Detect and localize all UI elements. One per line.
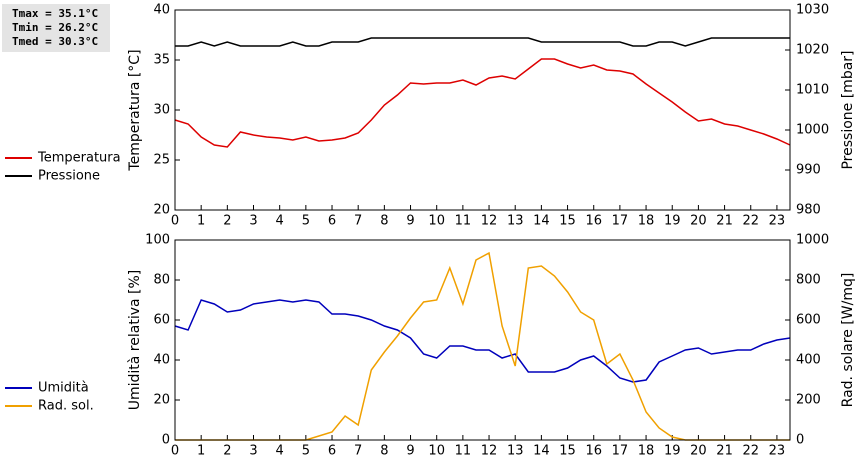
y-tick-label: 100 — [145, 233, 170, 248]
x-tick-label: 6 — [328, 214, 336, 229]
x-tick-label: 21 — [716, 444, 733, 459]
plot-frame — [174, 9, 791, 211]
x-tick-label: 21 — [716, 214, 733, 229]
legend-label: Temperatura — [37, 151, 121, 166]
x-tick-label: 2 — [223, 444, 231, 459]
y2-tick-label: 400 — [796, 353, 821, 368]
x-tick-label: 20 — [690, 444, 707, 459]
x-tick-label: 5 — [302, 214, 310, 229]
legend-label: Pressione — [38, 169, 100, 184]
x-tick-label: 13 — [507, 444, 524, 459]
x-tick-label: 14 — [533, 214, 550, 229]
x-tick-label: 23 — [769, 444, 786, 459]
x-tick-label: 17 — [612, 214, 629, 229]
y-tick-label: 30 — [153, 103, 170, 118]
x-tick-label: 14 — [533, 444, 550, 459]
x-tick-label: 22 — [742, 214, 759, 229]
series-line — [174, 58, 791, 148]
legend-label: Umidità — [38, 381, 89, 396]
y2-axis-label: Rad. solare [W/mq] — [840, 273, 856, 408]
y2-tick-label: 1000 — [796, 233, 829, 248]
y-tick-label: 40 — [153, 3, 170, 18]
y2-tick-label: 800 — [796, 273, 821, 288]
y-tick-label: 60 — [153, 313, 170, 328]
x-tick-label: 15 — [559, 214, 576, 229]
x-tick-label: 0 — [171, 444, 179, 459]
series-line — [174, 299, 791, 383]
x-tick-label: 18 — [638, 444, 655, 459]
y-tick-label: 40 — [153, 353, 170, 368]
x-tick-label: 17 — [612, 444, 629, 459]
y-axis-label: Temperatura [°C] — [127, 49, 143, 171]
x-tick-label: 9 — [406, 214, 414, 229]
y-tick-label: 0 — [162, 433, 170, 448]
x-tick-label: 7 — [354, 444, 362, 459]
y2-tick-label: 1020 — [796, 43, 829, 58]
y-tick-label: 20 — [153, 203, 170, 218]
legend-label: Rad. sol. — [38, 399, 94, 414]
x-tick-label: 16 — [585, 214, 602, 229]
plot-area — [175, 10, 790, 210]
x-tick-label: 1 — [197, 444, 205, 459]
stats-text: Tmax = 35.1°C — [12, 7, 98, 20]
x-tick-label: 19 — [664, 444, 681, 459]
x-tick-label: 11 — [455, 214, 472, 229]
x-tick-label: 15 — [559, 444, 576, 459]
stats-text: Tmin = 26.2°C — [12, 21, 98, 34]
x-tick-label: 8 — [380, 444, 388, 459]
y-tick-label: 20 — [153, 393, 170, 408]
x-tick-label: 4 — [276, 444, 284, 459]
y-tick-label: 35 — [153, 53, 170, 68]
x-tick-label: 3 — [249, 444, 257, 459]
x-tick-label: 10 — [428, 444, 445, 459]
y2-tick-label: 600 — [796, 313, 821, 328]
x-tick-label: 8 — [380, 214, 388, 229]
x-tick-label: 23 — [769, 214, 786, 229]
x-tick-label: 9 — [406, 444, 414, 459]
stats-text: Tmed = 30.3°C — [12, 35, 98, 48]
y2-tick-label: 990 — [796, 163, 821, 178]
plot-frame — [174, 239, 791, 441]
x-tick-label: 16 — [585, 444, 602, 459]
x-tick-label: 4 — [276, 214, 284, 229]
series-line — [175, 37, 790, 47]
x-tick-label: 11 — [455, 444, 472, 459]
y2-tick-label: 980 — [796, 203, 821, 218]
x-tick-label: 0 — [171, 214, 179, 229]
stats-box — [2, 4, 110, 52]
x-tick-label: 13 — [507, 214, 524, 229]
y2-tick-label: 1010 — [796, 83, 829, 98]
x-tick-label: 18 — [638, 214, 655, 229]
y-axis-label: Umidità relativa [%] — [127, 270, 143, 411]
x-tick-label: 22 — [742, 444, 759, 459]
x-tick-label: 19 — [664, 214, 681, 229]
y-tick-label: 80 — [153, 273, 170, 288]
y2-axis-label: Pressione [mbar] — [840, 50, 856, 169]
x-tick-label: 7 — [354, 214, 362, 229]
y2-tick-label: 200 — [796, 393, 821, 408]
x-tick-label: 2 — [223, 214, 231, 229]
x-tick-label: 12 — [481, 214, 498, 229]
x-tick-label: 10 — [428, 214, 445, 229]
y-tick-label: 25 — [153, 153, 170, 168]
x-tick-label: 20 — [690, 214, 707, 229]
x-tick-label: 6 — [328, 444, 336, 459]
x-tick-label: 5 — [302, 444, 310, 459]
y2-tick-label: 1030 — [796, 3, 829, 18]
x-tick-label: 1 — [197, 214, 205, 229]
y2-tick-label: 0 — [796, 433, 804, 448]
y2-tick-label: 1000 — [796, 123, 829, 138]
x-tick-label: 12 — [481, 444, 498, 459]
x-tick-label: 3 — [249, 214, 257, 229]
plot-area — [175, 240, 790, 440]
